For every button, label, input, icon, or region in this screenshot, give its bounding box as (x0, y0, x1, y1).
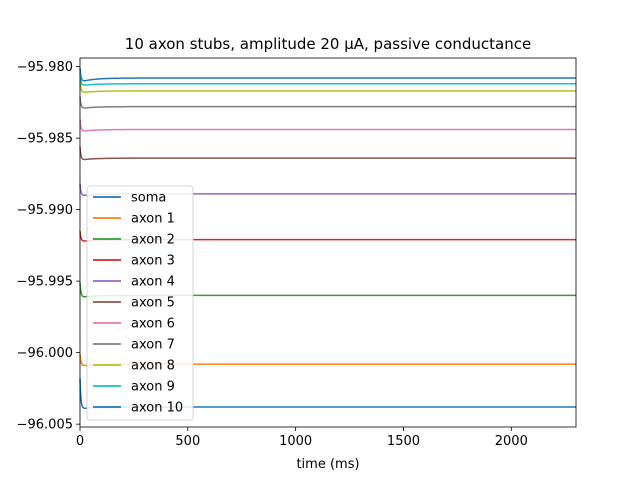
legend: soma axon 1 axon 2 axon 3 axon 4 axon 5 axon 6… (86, 185, 194, 421)
legend-label: axon 4 (131, 275, 175, 290)
series-line-soma (79, 67, 576, 82)
x-tick-label: 0 (76, 434, 84, 449)
legend-label: soma (131, 191, 166, 206)
legend-label: axon 1 (131, 212, 175, 227)
x-tick-label: 1500 (387, 434, 420, 449)
series-line-axon-7 (79, 96, 576, 109)
legend-box (86, 185, 194, 421)
y-tick-label: −96.005 (17, 418, 73, 433)
y-axis: −96.005 −96.000 −95.995 −95.990 −95.985 −95.9… (17, 60, 80, 433)
legend-label: axon 7 (131, 338, 175, 353)
x-axis: 0 500 1000 1500 2000 (76, 427, 528, 449)
plot-frame (79, 57, 577, 428)
series-line-axon-5 (79, 146, 576, 161)
legend-label: axon 2 (131, 233, 175, 248)
x-tick-label: 2000 (495, 434, 528, 449)
chart-title: 10 axon stubs, amplitude 20 µA, passive … (125, 35, 531, 53)
x-tick-label: 500 (175, 434, 200, 449)
legend-label: axon 3 (131, 254, 175, 269)
series-line-axon-6 (79, 119, 576, 132)
y-tick-label: −95.985 (17, 132, 73, 147)
y-tick-label: −96.000 (17, 346, 73, 361)
y-tick-label: −95.995 (17, 275, 73, 290)
y-tick-label: −95.990 (17, 203, 73, 218)
legend-label: axon 5 (131, 296, 175, 311)
x-tick-label: 1000 (279, 434, 312, 449)
series-line-axon-9 (79, 73, 576, 86)
legend-label: axon 9 (131, 380, 175, 395)
series-line-axon-8 (79, 80, 576, 94)
legend-label: axon 8 (131, 359, 175, 374)
legend-label: axon 10 (131, 401, 183, 416)
y-tick-label: −95.980 (17, 60, 73, 75)
x-axis-label: time (ms) (296, 457, 359, 472)
legend-label: axon 6 (131, 317, 175, 332)
